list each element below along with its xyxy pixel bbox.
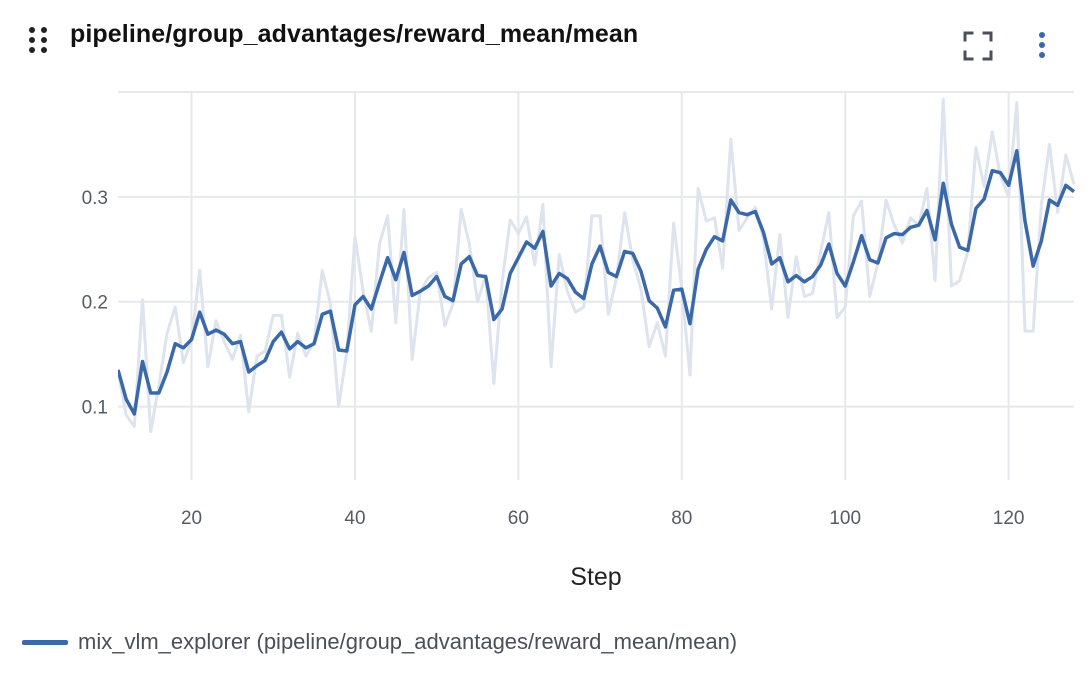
x-axis-title: Step <box>570 563 621 591</box>
grid <box>118 91 1074 480</box>
y-tick-label: 0.1 <box>82 398 108 419</box>
x-tick-label: 80 <box>671 508 692 529</box>
more-vertical-icon[interactable] <box>1028 28 1056 64</box>
x-tick-label: 20 <box>181 508 202 529</box>
x-tick-label: 60 <box>508 508 529 529</box>
legend-swatch <box>22 639 68 645</box>
drag-handle-icon[interactable] <box>28 26 48 54</box>
x-tick-label: 40 <box>344 508 365 529</box>
tick-labels: 20 40 60 80 100 120 0.1 0.2 0.3 <box>82 188 1025 529</box>
raw-series-line <box>118 97 1076 434</box>
legend-item[interactable]: mix_vlm_explorer (pipeline/group_advanta… <box>22 626 737 658</box>
legend-label: mix_vlm_explorer (pipeline/group_advanta… <box>78 629 738 654</box>
y-tick-label: 0.2 <box>82 293 108 314</box>
fullscreen-icon[interactable] <box>960 28 996 64</box>
x-tick-label: 120 <box>993 508 1025 529</box>
panel-header: pipeline/group_advantages/reward_mean/me… <box>0 0 1092 80</box>
smoothed-series-line[interactable] <box>118 148 1076 416</box>
chart-svg[interactable]: 20 40 60 80 100 120 0.1 0.2 0.3 Step <box>0 80 1092 610</box>
x-tick-label: 100 <box>829 508 861 529</box>
chart-title: pipeline/group_advantages/reward_mean/me… <box>70 20 639 48</box>
raw-series <box>118 97 1076 434</box>
y-tick-label: 0.3 <box>82 188 108 209</box>
line-chart[interactable]: 20 40 60 80 100 120 0.1 0.2 0.3 Step <box>0 80 1092 610</box>
smoothed-series[interactable] <box>118 148 1076 416</box>
